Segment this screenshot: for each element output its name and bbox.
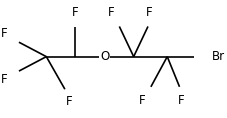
Text: F: F [72, 6, 78, 19]
Text: F: F [65, 95, 72, 108]
Text: Br: Br [211, 50, 224, 63]
Text: F: F [177, 94, 183, 107]
Text: F: F [108, 6, 114, 19]
Text: F: F [0, 27, 7, 40]
Text: F: F [0, 73, 7, 86]
Text: F: F [139, 94, 145, 107]
Text: O: O [99, 50, 109, 63]
Text: F: F [145, 6, 152, 19]
